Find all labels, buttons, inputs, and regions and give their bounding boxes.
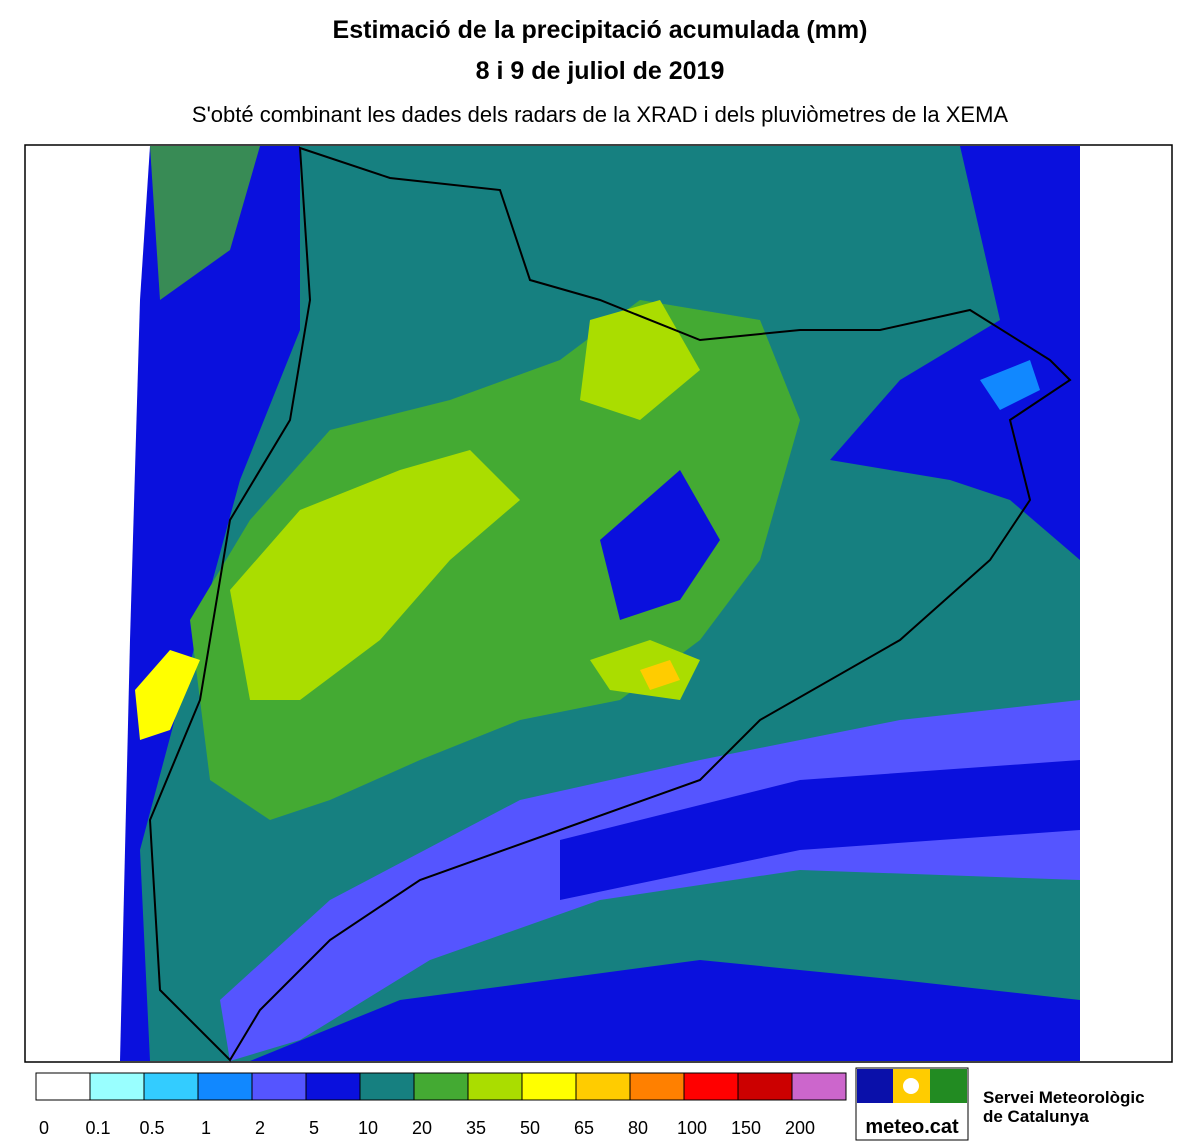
legend-label: 2 bbox=[255, 1118, 265, 1138]
legend-label: 10 bbox=[358, 1118, 378, 1138]
logo: meteo.cat bbox=[855, 1067, 969, 1141]
map bbox=[24, 144, 1173, 1063]
legend-swatch bbox=[791, 1072, 847, 1101]
legend-swatch bbox=[413, 1072, 469, 1101]
legend-label: 5 bbox=[309, 1118, 319, 1138]
date: 8 i 9 de juliol de 2019 bbox=[476, 57, 725, 85]
legend-swatch bbox=[683, 1072, 739, 1101]
legend-label: 150 bbox=[731, 1118, 761, 1138]
legend-label: 65 bbox=[574, 1118, 594, 1138]
legend-swatch bbox=[359, 1072, 415, 1101]
legend-swatch bbox=[143, 1072, 199, 1101]
legend-label: 200 bbox=[785, 1118, 815, 1138]
legend-swatch bbox=[575, 1072, 631, 1101]
legend-label: 0.5 bbox=[139, 1118, 164, 1138]
title: Estimació de la precipitació acumulada (… bbox=[333, 16, 868, 44]
legend-label: 0 bbox=[39, 1118, 49, 1138]
legend-swatch bbox=[629, 1072, 685, 1101]
subtitle: S'obté combinant les dades dels radars d… bbox=[192, 102, 1008, 127]
legend-swatch bbox=[197, 1072, 253, 1101]
legend-label: 50 bbox=[520, 1118, 540, 1138]
legend-label: 0.1 bbox=[85, 1118, 110, 1138]
legend-label: 1 bbox=[201, 1118, 211, 1138]
legend-label: 35 bbox=[466, 1118, 486, 1138]
legend-swatch bbox=[467, 1072, 523, 1101]
legend-swatch bbox=[35, 1072, 91, 1101]
legend-label: 80 bbox=[628, 1118, 648, 1138]
legend-swatch bbox=[305, 1072, 361, 1101]
legend-swatch bbox=[521, 1072, 577, 1101]
organization: de Catalunya bbox=[983, 1107, 1089, 1126]
legend-swatch bbox=[737, 1072, 793, 1101]
organization: Servei Meteorològic bbox=[983, 1088, 1145, 1107]
legend: 0 0.1 0.5 1 2 5 10 20 35 50 65 80 100 150 200 bbox=[35, 1072, 847, 1138]
legend-label: 20 bbox=[412, 1118, 432, 1138]
legend-swatch bbox=[89, 1072, 145, 1101]
legend-label: 100 bbox=[677, 1118, 707, 1138]
logo-text: meteo.cat bbox=[865, 1116, 959, 1138]
legend-swatch bbox=[251, 1072, 307, 1101]
